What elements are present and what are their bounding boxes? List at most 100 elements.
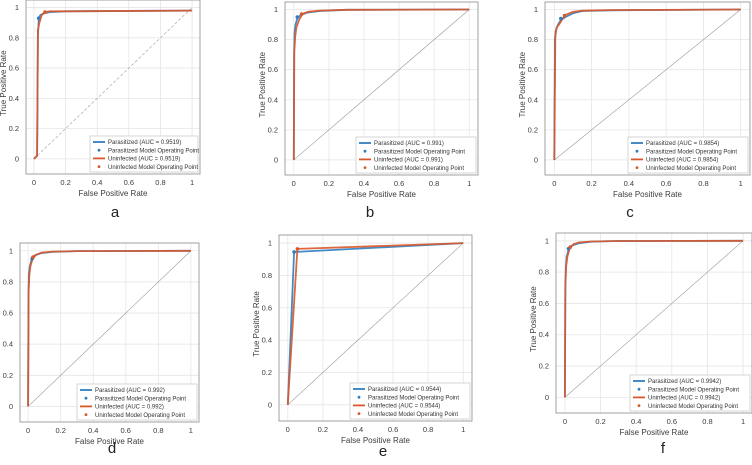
x-tick-label: 0 <box>286 425 290 434</box>
chance-diagonal-line <box>293 9 470 161</box>
y-tick-label: 0.6 <box>528 65 538 74</box>
x-tick-label: 0.4 <box>88 426 98 435</box>
operating-point-parasitized <box>559 16 563 21</box>
chance-diagonal-line <box>564 240 744 398</box>
legend-entry: Parasitized Model Operating Point <box>374 149 465 155</box>
legend-entry: Parasitized Model Operating Point <box>368 395 459 401</box>
axes-frame <box>284 1 479 176</box>
chance-diagonal-line <box>554 9 741 161</box>
legend-entry: Uninfected Model Operating Point <box>646 166 736 172</box>
axes-frame <box>544 1 751 176</box>
panel-label-e: e <box>378 443 388 460</box>
x-axis-label: False Positive Rate <box>75 437 144 446</box>
chance-diagonal-line <box>33 7 193 160</box>
roc-panel-d: 0 0.2 0.4 0.6 0.8 1 0 0.2 0.4 0.6 0.8 1 False Positi… <box>0 230 250 465</box>
legend-entry: Parasitized (AUC = 0.9854) <box>646 141 719 147</box>
x-tick-label: 0.2 <box>324 179 334 188</box>
x-tick-label: 1 <box>189 426 193 435</box>
roc-panel-f: 0 0.2 0.4 0.6 0.8 1 0 0.2 0.4 0.6 0.8 1 False Positi… <box>500 230 752 465</box>
x-tick-label: 1 <box>467 179 471 188</box>
x-tick-label: 0.2 <box>60 178 70 187</box>
roc-panel-c: 0 0.2 0.4 0.6 0.8 1 0 0.2 0.4 0.6 0.8 1 False Positi… <box>500 0 752 230</box>
y-tick-label: 1 <box>545 236 549 245</box>
legend-marker-swatch <box>97 165 101 169</box>
operating-point-parasitized <box>292 250 296 254</box>
y-tick-label: 0 <box>534 155 538 164</box>
legend-marker-swatch <box>635 166 639 170</box>
operating-point-uninfected <box>562 13 567 18</box>
x-tick-label: 0 <box>32 178 36 187</box>
roc-panel-a: 0 0.2 0.4 0.6 0.8 1 0 0.2 0.4 0.6 0.8 1 False Positi… <box>0 0 250 230</box>
panel-label-b: b <box>365 204 375 221</box>
x-tick-label: 0.6 <box>124 178 134 187</box>
legend-box <box>76 383 198 421</box>
x-tick-label: 1 <box>741 417 745 426</box>
operating-point-uninfected <box>31 255 35 259</box>
x-tick-label: 0 <box>26 426 30 435</box>
panel-label-a: a <box>110 204 120 221</box>
y-tick-label: 0.4 <box>528 95 538 104</box>
x-tick-label: 0.2 <box>586 179 596 188</box>
legend-marker-swatch <box>357 412 361 415</box>
x-tick-label: 0.6 <box>661 179 671 188</box>
panel-label-f: f <box>660 440 666 457</box>
y-tick-label: 0.4 <box>262 336 272 345</box>
roc-chart-f: 0 0.2 0.4 0.6 0.8 1 0 0.2 0.4 0.6 0.8 1 False Positi… <box>529 232 752 437</box>
y-tick-label: 0.8 <box>9 33 19 42</box>
legend-marker-swatch <box>84 413 88 416</box>
roc-chart-d: 0 0.2 0.4 0.6 0.8 1 0 0.2 0.4 0.6 0.8 1 False Positi… <box>0 242 200 446</box>
legend-entry: Parasitized (AUC = 0.9519) <box>108 140 181 146</box>
roc-chart-e: 0 0.2 0.4 0.6 0.8 1 0 0.2 0.4 0.6 0.8 1 False Positi… <box>252 234 473 445</box>
roc-curve-uninfected <box>33 9 193 160</box>
y-axis-label: True Positive Rate <box>258 51 267 117</box>
legend: Parasitized (AUC = 0.9519) Parasitized Mo… <box>89 135 199 173</box>
x-axis-label: False Positive Rate <box>79 189 148 198</box>
legend: Parasitized (AUC = 0.991) Parasitized Mod… <box>355 136 477 174</box>
x-tick-label: 0.4 <box>92 178 102 187</box>
legend-entry: Parasitized (AUC = 0.9942) <box>648 379 721 385</box>
x-tick-label: 0.4 <box>624 179 634 188</box>
x-tick-label: 0.8 <box>155 178 165 187</box>
roc-curve-uninfected <box>292 8 470 161</box>
roc-chart-b: 0 0.2 0.4 0.6 0.8 1 0 0.2 0.4 0.6 0.8 1 False Positi… <box>258 1 479 199</box>
y-tick-label: 0 <box>9 402 13 411</box>
panel-label-c: c <box>626 204 634 221</box>
operating-point-parasitized <box>295 15 300 19</box>
x-tick-label: 0.6 <box>667 417 677 426</box>
legend-entry: Parasitized (AUC = 0.991) <box>374 141 444 147</box>
x-tick-label: 0.6 <box>388 425 398 434</box>
x-tick-label: 0.8 <box>153 426 163 435</box>
y-tick-label: 1 <box>534 5 538 14</box>
x-tick-label: 1 <box>461 425 465 434</box>
legend-marker-swatch <box>97 148 101 152</box>
legend-marker-swatch <box>637 387 641 391</box>
legend-entry: Parasitized Model Operating Point <box>108 148 199 154</box>
legend-box <box>627 136 749 174</box>
y-tick-label: 0.6 <box>262 303 272 312</box>
x-tick-label: 0.8 <box>698 179 708 188</box>
y-axis-label: True Positive Rate <box>518 51 527 117</box>
x-tick-label: 0.8 <box>423 425 433 434</box>
operating-point-uninfected <box>568 245 573 249</box>
legend-entry: Parasitized (AUC = 0.9544) <box>368 387 441 393</box>
legend-marker-swatch <box>363 149 367 153</box>
y-tick-label: 0.6 <box>9 64 19 73</box>
roc-panel-e: 0 0.2 0.4 0.6 0.8 1 0 0.2 0.4 0.6 0.8 1 False Positi… <box>250 230 500 465</box>
legend-entry: Parasitized Model Operating Point <box>648 387 739 393</box>
y-tick-label: 0.2 <box>268 125 278 134</box>
y-tick-label: 0.2 <box>3 371 13 380</box>
x-axis-label: False Positive Rate <box>341 436 410 445</box>
x-tick-label: 1 <box>190 178 194 187</box>
legend-entry: Uninfected (AUC = 0.9854) <box>646 158 718 164</box>
legend-marker-swatch <box>635 149 639 153</box>
chance-diagonal-line <box>27 250 192 407</box>
legend-marker-swatch <box>637 404 641 407</box>
legend: Parasitized (AUC = 0.992) Parasitized Mod… <box>76 383 198 421</box>
roc-chart-c: 0 0.2 0.4 0.6 0.8 1 0 0.2 0.4 0.6 0.8 1 False Positi… <box>518 1 751 199</box>
x-tick-label: 0.2 <box>55 426 65 435</box>
y-tick-label: 0.8 <box>539 268 549 277</box>
roc-curve-uninfected <box>564 239 744 398</box>
y-tick-label: 0.2 <box>528 125 538 134</box>
legend-entry: Uninfected (AUC = 0.991) <box>374 158 443 164</box>
y-tick-label: 0.2 <box>9 124 19 133</box>
